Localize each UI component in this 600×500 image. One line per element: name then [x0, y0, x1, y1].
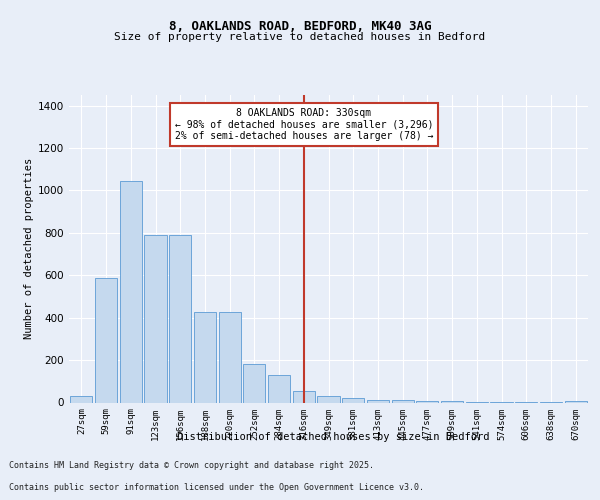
Bar — [367, 400, 389, 402]
Bar — [416, 401, 439, 402]
Bar — [268, 375, 290, 402]
Bar — [218, 312, 241, 402]
Text: Size of property relative to detached houses in Bedford: Size of property relative to detached ho… — [115, 32, 485, 42]
Bar — [169, 235, 191, 402]
Bar — [392, 400, 414, 402]
Bar — [70, 396, 92, 402]
Bar — [317, 396, 340, 402]
Text: Distribution of detached houses by size in Bedford: Distribution of detached houses by size … — [177, 432, 489, 442]
Bar — [293, 391, 315, 402]
Bar — [243, 364, 265, 403]
Text: Contains public sector information licensed under the Open Government Licence v3: Contains public sector information licen… — [9, 484, 424, 492]
Bar — [342, 398, 364, 402]
Bar — [145, 235, 167, 402]
Text: 8, OAKLANDS ROAD, BEDFORD, MK40 3AG: 8, OAKLANDS ROAD, BEDFORD, MK40 3AG — [169, 20, 431, 33]
Y-axis label: Number of detached properties: Number of detached properties — [24, 158, 34, 340]
Bar — [194, 312, 216, 402]
Text: 8 OAKLANDS ROAD: 330sqm
← 98% of detached houses are smaller (3,296)
2% of semi-: 8 OAKLANDS ROAD: 330sqm ← 98% of detache… — [175, 108, 433, 141]
Bar — [95, 278, 117, 402]
Bar — [119, 181, 142, 402]
Text: Contains HM Land Registry data © Crown copyright and database right 2025.: Contains HM Land Registry data © Crown c… — [9, 461, 374, 470]
